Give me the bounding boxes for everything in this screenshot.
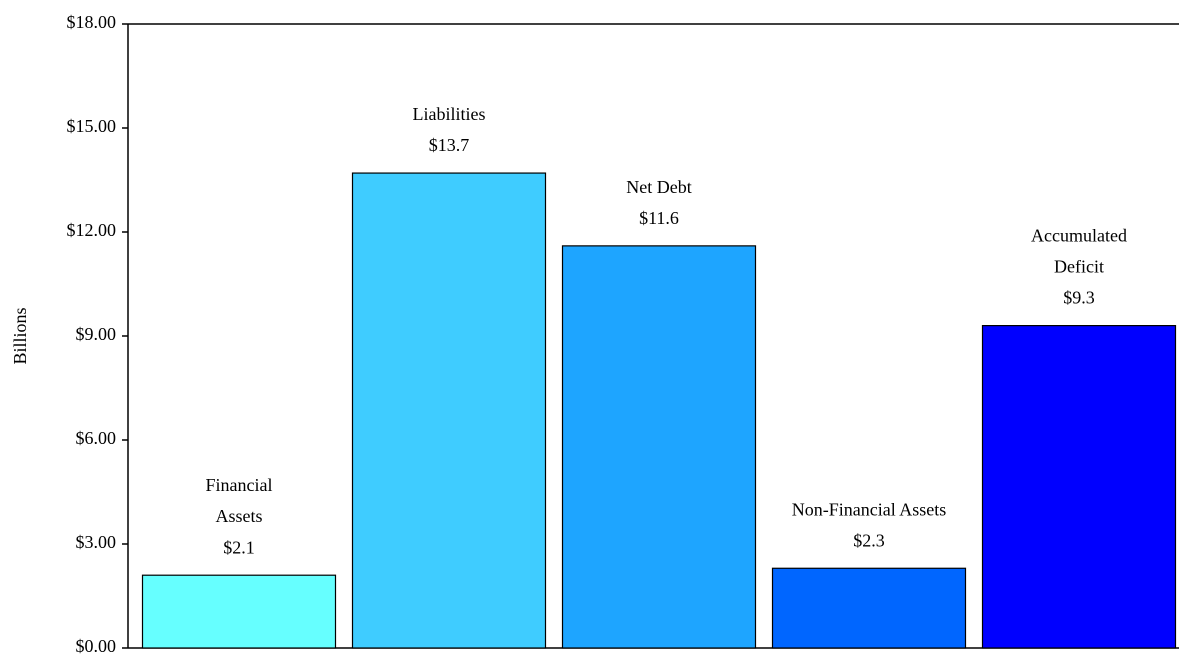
y-tick-label: $6.00 [76, 428, 117, 448]
bar [351, 172, 547, 649]
category-label: Liabilities [413, 104, 486, 124]
bar [771, 567, 967, 649]
category-label: Net Debt [626, 177, 691, 197]
value-label: $9.3 [1063, 288, 1095, 308]
y-tick-label: $9.00 [76, 324, 117, 344]
bar [561, 245, 757, 649]
category-label: Non-Financial Assets [792, 499, 947, 519]
y-tick-label: $3.00 [76, 532, 117, 552]
value-label: $2.3 [853, 530, 885, 550]
y-tick-label: $15.00 [67, 116, 117, 136]
value-label: $11.6 [639, 208, 679, 228]
bar [141, 574, 337, 649]
y-tick-label: $18.00 [67, 12, 117, 32]
y-axis-label: Billions [10, 307, 30, 364]
value-label: $2.1 [223, 537, 255, 557]
value-label: $13.7 [429, 135, 470, 155]
category-label: Accumulated Deficit [1031, 226, 1127, 277]
category-label: Financial Assets [206, 475, 273, 526]
y-tick-label: $12.00 [67, 220, 117, 240]
bar [981, 325, 1177, 649]
y-tick-label: $0.00 [76, 636, 117, 654]
